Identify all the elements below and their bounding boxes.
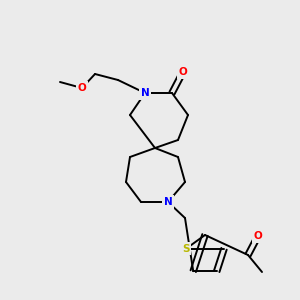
Text: N: N	[164, 197, 172, 207]
Text: N: N	[141, 88, 149, 98]
Text: S: S	[182, 244, 190, 254]
Text: O: O	[178, 67, 188, 77]
Text: O: O	[254, 231, 262, 241]
Text: O: O	[78, 83, 86, 93]
